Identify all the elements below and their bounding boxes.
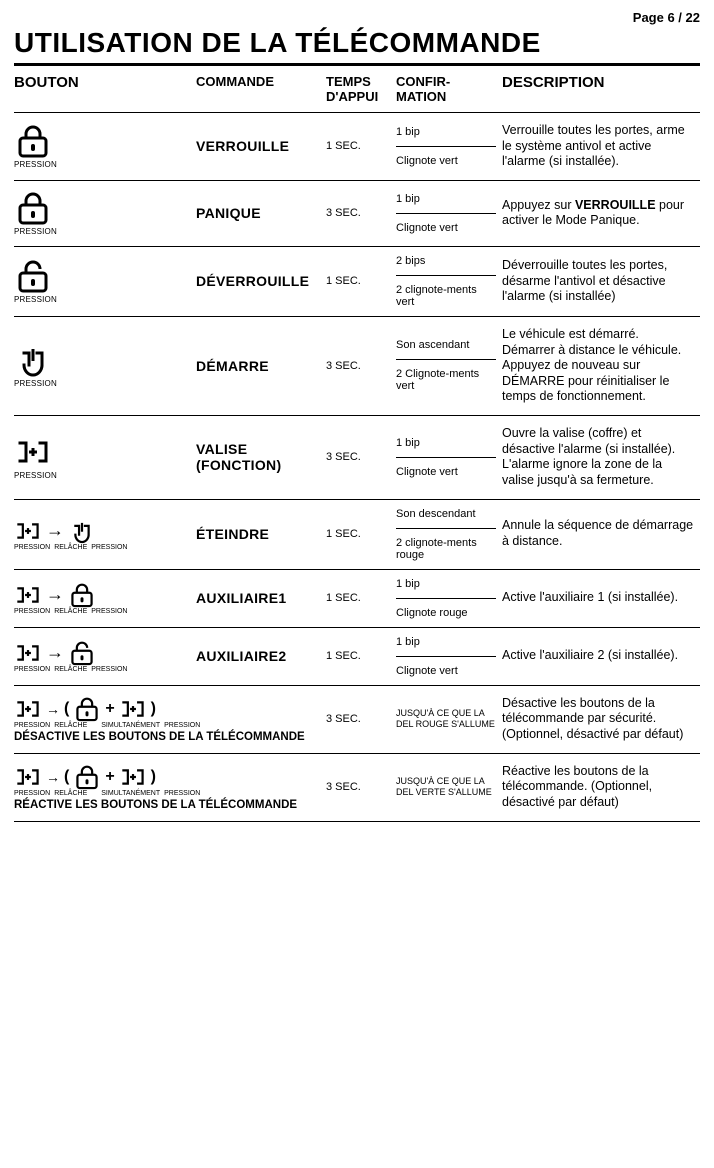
press-time: 1 SEC. — [326, 499, 396, 569]
description-text: Verrouille toutes les portes, arme le sy… — [502, 113, 700, 181]
press-time: 1 SEC. — [326, 113, 396, 181]
button-icon: PRESSION — [14, 180, 196, 246]
confirmation-top: 1 bip — [396, 185, 496, 214]
command-name: AUXILIAIRE1 — [196, 569, 326, 627]
confirmation-bottom: 2 clignote-ments rouge — [396, 529, 496, 569]
hdr-confir: CONFIR- MATION — [396, 66, 502, 113]
command-name: DÉVERROUILLE — [196, 246, 326, 316]
confirmation-top: 1 bip — [396, 570, 496, 599]
page-number: Page 6 / 22 — [14, 10, 700, 25]
description-text: Active l'auxiliaire 1 (si installée). — [502, 569, 700, 627]
button-icon: PRESSION — [14, 316, 196, 415]
press-time: 1 SEC. — [326, 627, 396, 685]
header-row: BOUTON COMMANDE TEMPS D'APPUI CONFIR- MA… — [14, 66, 700, 113]
press-time: 3 SEC. — [326, 753, 396, 821]
confirmation-text: JUSQU'À CE QUE LA DEL ROUGE S'ALLUME — [396, 708, 496, 730]
confirmation-bottom: Clignote vert — [396, 458, 496, 486]
confirmation-bottom: Clignote vert — [396, 214, 496, 242]
command-name: PANIQUE — [196, 180, 326, 246]
press-time: 1 SEC. — [326, 569, 396, 627]
button-icon: PRESSION — [14, 246, 196, 316]
hdr-commande: COMMANDE — [196, 66, 326, 113]
description-text: Déverrouille toutes les portes, désarme … — [502, 246, 700, 316]
table-row: PRESSIONDÉMARRE3 SEC. Son ascendant 2 Cl… — [14, 316, 700, 415]
confirmation-top: 1 bip — [396, 429, 496, 458]
description-text: Annule la séquence de démarrage à distan… — [502, 499, 700, 569]
command-name: DÉMARRE — [196, 316, 326, 415]
button-icon: PRESSION — [14, 416, 196, 500]
table-row: → PRESSIONRELÂCHEPRESSION AUXILIAIRE21 S… — [14, 627, 700, 685]
table-row: PRESSIONDÉVERROUILLE1 SEC. 2 bips 2 clig… — [14, 246, 700, 316]
press-time: 1 SEC. — [326, 246, 396, 316]
description-text: Ouvre la valise (coffre) et désactive l'… — [502, 416, 700, 500]
command-name: ÉTEINDRE — [196, 499, 326, 569]
confirmation-bottom: Clignote vert — [396, 657, 496, 685]
description-text: Active l'auxiliaire 2 (si installée). — [502, 627, 700, 685]
confirmation-bottom: Clignote vert — [396, 147, 496, 175]
table-row: PRESSIONVERROUILLE1 SEC. 1 bip Clignote … — [14, 113, 700, 181]
button-icon: → (+) PRESSIONRELÂCHESIMULTANÉMENTPRESSI… — [14, 753, 326, 821]
button-icon: → PRESSIONRELÂCHEPRESSION — [14, 499, 196, 569]
page-title: UTILISATION DE LA TÉLÉCOMMANDE — [14, 27, 700, 59]
confirmation-top: 2 bips — [396, 247, 496, 276]
command-name: VERROUILLE — [196, 113, 326, 181]
table-row: → (+) PRESSIONRELÂCHESIMULTANÉMENTPRESSI… — [14, 685, 700, 753]
press-time: 3 SEC. — [326, 685, 396, 753]
hdr-desc: DESCRIPTION — [502, 66, 700, 113]
table-row: → PRESSIONRELÂCHEPRESSION AUXILIAIRE11 S… — [14, 569, 700, 627]
button-icon: PRESSION — [14, 113, 196, 181]
hdr-temps: TEMPS D'APPUI — [326, 66, 396, 113]
hdr-bouton: BOUTON — [14, 66, 196, 113]
command-name: AUXILIAIRE2 — [196, 627, 326, 685]
confirmation-top: 1 bip — [396, 118, 496, 147]
confirmation-text: JUSQU'À CE QUE LA DEL VERTE S'ALLUME — [396, 776, 496, 798]
description-text: Réactive les boutons de la télécommande.… — [502, 753, 700, 821]
confirmation-top: Son ascendant — [396, 331, 496, 360]
command-name: VALISE (FONCTION) — [196, 416, 326, 500]
description-text: Désactive les boutons de la télécommande… — [502, 685, 700, 753]
button-icon: → (+) PRESSIONRELÂCHESIMULTANÉMENTPRESSI… — [14, 685, 326, 753]
confirmation-bottom: Clignote rouge — [396, 599, 496, 627]
confirmation-top: 1 bip — [396, 628, 496, 657]
table-row: PRESSIONVALISE (FONCTION)3 SEC. 1 bip Cl… — [14, 416, 700, 500]
press-time: 3 SEC. — [326, 180, 396, 246]
description-text: Le véhicule est démarré. Démarrer à dist… — [502, 316, 700, 415]
description-text: Appuyez sur VERROUILLE pour activer le M… — [502, 180, 700, 246]
button-icon: → PRESSIONRELÂCHEPRESSION — [14, 569, 196, 627]
table-row: PRESSIONPANIQUE3 SEC. 1 bip Clignote ver… — [14, 180, 700, 246]
button-icon: → PRESSIONRELÂCHEPRESSION — [14, 627, 196, 685]
press-time: 3 SEC. — [326, 416, 396, 500]
remote-table: BOUTON COMMANDE TEMPS D'APPUI CONFIR- MA… — [14, 66, 700, 822]
table-row: → (+) PRESSIONRELÂCHESIMULTANÉMENTPRESSI… — [14, 753, 700, 821]
press-time: 3 SEC. — [326, 316, 396, 415]
confirmation-bottom: 2 Clignote-ments vert — [396, 360, 496, 400]
confirmation-top: Son descendant — [396, 500, 496, 529]
table-row: → PRESSIONRELÂCHEPRESSION ÉTEINDRE1 SEC.… — [14, 499, 700, 569]
confirmation-bottom: 2 clignote-ments vert — [396, 276, 496, 316]
